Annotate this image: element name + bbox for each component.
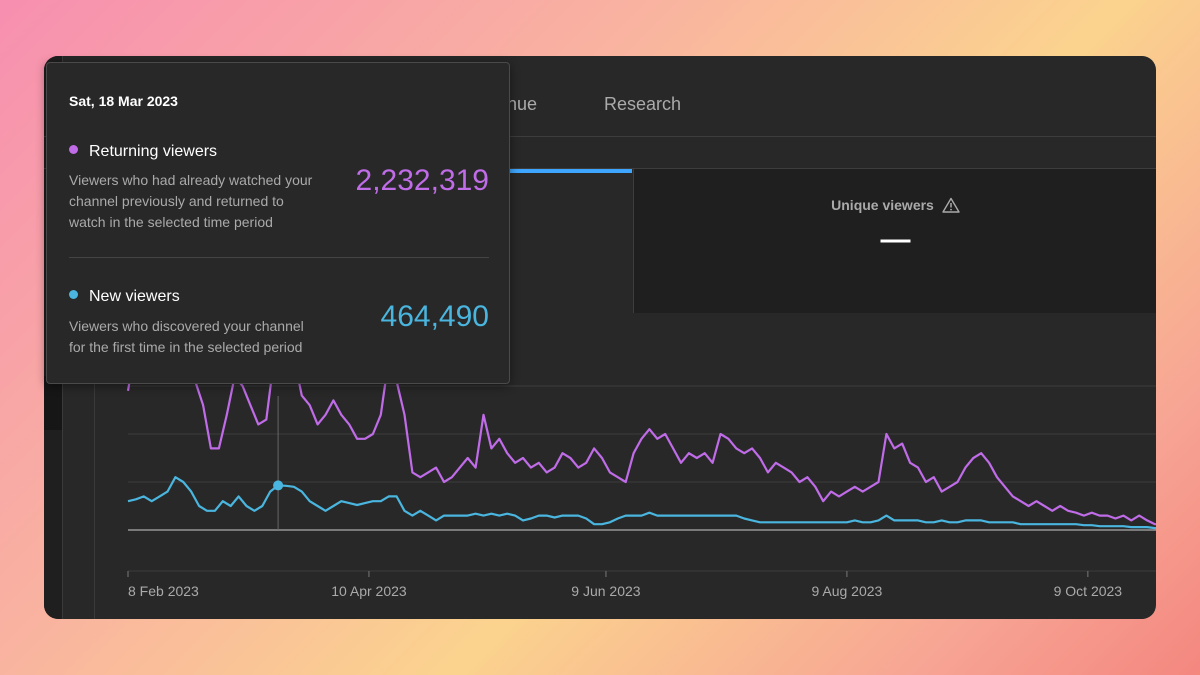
- x-tick-label: 9 Aug 2023: [811, 583, 882, 599]
- x-tick-label: 10 Apr 2023: [331, 583, 407, 599]
- new-viewers-label-text: New viewers: [89, 288, 180, 305]
- metric-divider: [44, 168, 1156, 169]
- x-tick-label: 8 Feb 2023: [128, 583, 199, 599]
- active-metric-indicator: [508, 169, 632, 173]
- tooltip-separator: [69, 257, 489, 258]
- unique-viewers-card[interactable]: Unique viewers —: [633, 169, 1156, 313]
- metric-title: Unique viewers: [831, 197, 934, 213]
- returning-viewers-value: 2,232,319: [355, 164, 489, 197]
- rail-marker: [44, 376, 62, 430]
- x-tick-label: 9 Jun 2023: [571, 583, 640, 599]
- new-viewers-line: [127, 476, 1156, 530]
- new-desc-line: Viewers who discovered your channel: [69, 318, 304, 334]
- returning-desc-line: channel previously and returned to: [69, 193, 284, 209]
- analytics-card: venue Research Unique viewers — 8 Feb 20…: [44, 56, 1156, 619]
- new-viewers-value: 464,490: [380, 300, 489, 333]
- metric-value: —: [880, 223, 911, 256]
- returning-desc-line: Viewers who had already watched your: [69, 172, 313, 188]
- returning-viewers-label: Returning viewers: [69, 143, 217, 161]
- warning-triangle-icon[interactable]: [942, 197, 960, 213]
- new-viewers-label: New viewers: [69, 288, 180, 306]
- returning-desc-line: watch in the selected time period: [69, 214, 273, 230]
- new-legend-dot: [69, 290, 78, 299]
- chart-tooltip: Sat, 18 Mar 2023 Returning viewers Viewe…: [46, 62, 510, 384]
- viewers-line-chart: 8 Feb 2023 10 Apr 2023 9 Jun 2023 9 Aug 202…: [126, 296, 1156, 599]
- new-desc-line: for the first time in the selected perio…: [69, 339, 303, 355]
- metric-title-row: Unique viewers: [634, 197, 1156, 213]
- returning-viewers-description: Viewers who had already watched your cha…: [69, 170, 312, 233]
- returning-viewers-label-text: Returning viewers: [89, 143, 218, 160]
- x-tick-label: 9 Oct 2023: [1054, 583, 1123, 599]
- new-highlight-point[interactable]: [273, 480, 284, 491]
- new-viewers-description: Viewers who discovered your channel for …: [69, 316, 304, 358]
- tooltip-date: Sat, 18 Mar 2023: [69, 93, 178, 109]
- returning-legend-dot: [69, 145, 78, 154]
- tab-research[interactable]: Research: [604, 94, 682, 114]
- chart-left-border: [94, 356, 95, 619]
